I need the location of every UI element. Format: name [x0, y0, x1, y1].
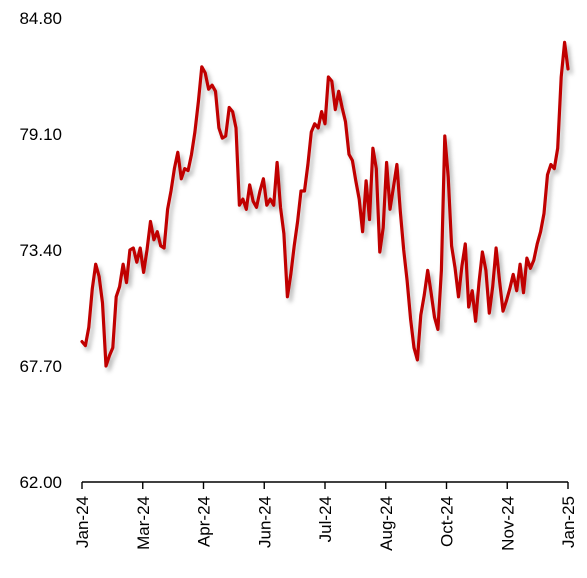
x-tick-label: Jun-24 [255, 496, 274, 548]
x-tick-label: Jan-25 [559, 496, 578, 548]
x-tick-label: Nov-24 [498, 496, 517, 551]
x-tick-label: Aug-24 [377, 496, 396, 551]
x-tick-label: Oct-24 [438, 496, 457, 547]
x-axis-ticks: Jan-24 Mar-24 Apr-24 Jun-24 Jul-24 Aug-24 Oct-… [73, 482, 578, 551]
y-tick-label: 73.40 [19, 241, 62, 260]
x-tick-label: Jan-24 [73, 496, 92, 548]
y-tick-label: 67.70 [19, 357, 62, 376]
x-tick-label: Mar-24 [134, 496, 153, 550]
x-tick-label: Jul-24 [316, 496, 335, 542]
y-tick-label: 84.80 [19, 9, 62, 28]
y-axis-tick-labels: 62.00 67.70 73.40 79.10 84.80 [19, 9, 62, 492]
y-tick-label: 62.00 [19, 473, 62, 492]
series-line-0 [80, 40, 570, 368]
y-tick-label: 79.10 [19, 125, 62, 144]
x-tick-label: Apr-24 [195, 496, 214, 547]
series-layer [80, 40, 570, 368]
